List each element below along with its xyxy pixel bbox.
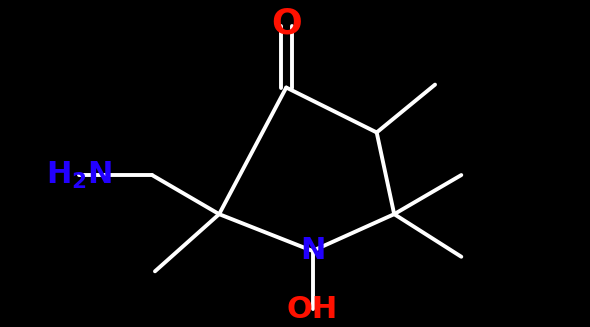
Text: OH: OH: [287, 295, 338, 324]
Text: O: O: [271, 6, 301, 40]
Text: $\mathbf{H_2N}$: $\mathbf{H_2N}$: [46, 160, 112, 191]
Text: N: N: [300, 236, 325, 266]
